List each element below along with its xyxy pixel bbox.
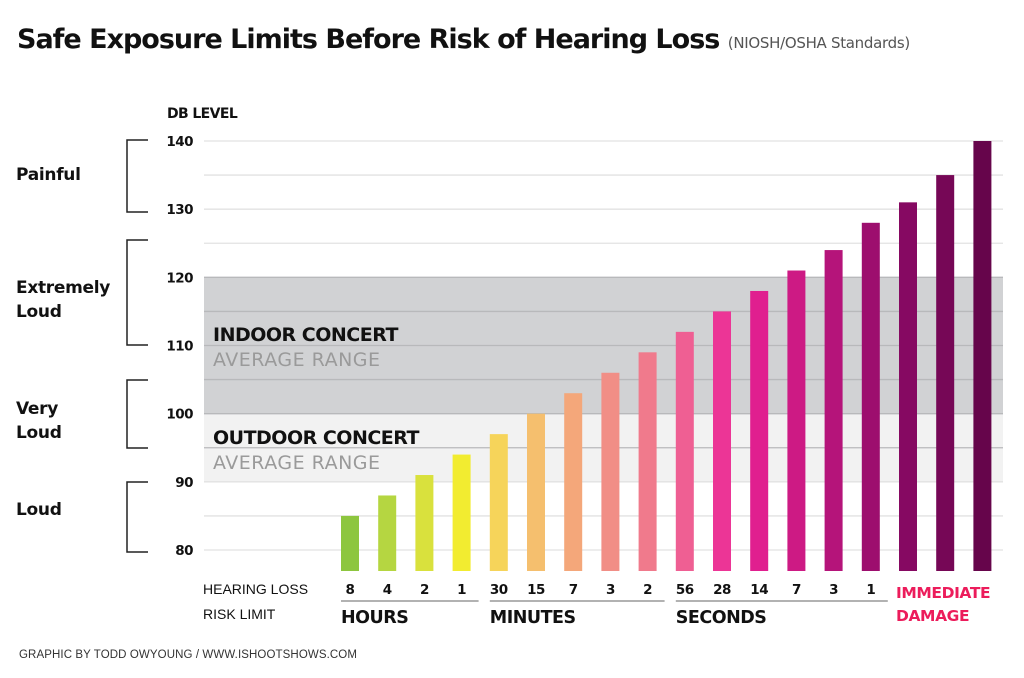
y-axis-title: DB LEVEL [167,106,238,122]
exposure-label: 7 [569,582,578,598]
loudness-label-loud: Loud [16,500,62,520]
exposure-label: 1 [457,582,466,598]
bar [936,175,955,572]
y-tick-label: 120 [166,270,193,286]
group-label-seconds: SECONDS [676,608,767,628]
exposure-label: 2 [643,582,652,598]
bracket-very-loud [126,379,148,449]
bracket-loud [126,481,148,553]
exposure-label: 56 [676,582,694,598]
loudness-label-painful: Painful [16,165,81,185]
exposure-label: 14 [750,582,768,598]
group-label-immediate-damage: IMMEDIATE [896,584,990,602]
bar [899,202,917,571]
bar [787,270,806,571]
bar [675,331,694,571]
bar [527,413,545,571]
exposure-label: 8 [346,582,355,598]
bar [341,515,359,571]
bar [861,222,880,572]
loudness-label-extremely-loud: Loud [16,302,62,322]
loudness-label-extremely-loud: Extremely [16,278,110,298]
outdoor-band-label: OUTDOOR CONCERT [213,427,420,449]
exposure-label: 7 [792,582,801,598]
bar [750,290,769,571]
exposure-label: 2 [420,582,429,598]
exposure-label: 1 [866,582,875,598]
chart-title: Safe Exposure Limits Before Risk of Hear… [17,24,720,55]
loudness-label-very-loud: Loud [16,423,62,443]
bar [824,250,843,572]
bar [973,141,992,571]
chart-title-block: Safe Exposure Limits Before Risk of Hear… [17,24,910,55]
bar [564,393,583,571]
exposure-label: 30 [490,582,508,598]
y-tick-label: 140 [166,134,193,150]
row-label-risk-limit: RISK LIMIT [203,606,276,622]
exposure-label: 28 [713,582,731,598]
group-label-immediate-damage: DAMAGE [896,607,969,625]
y-tick-label: 130 [166,202,193,218]
exposure-label: 15 [527,582,545,598]
indoor-band-label: INDOOR CONCERT [213,324,398,346]
chart-subtitle: (NIOSH/OSHA Standards) [727,34,910,52]
bar [452,454,471,571]
y-tick-label: 90 [175,475,193,491]
exposure-label: 4 [383,582,392,598]
bar [713,311,731,571]
indoor-band-sublabel: AVERAGE RANGE [213,349,381,371]
loudness-label-very-loud: Very [16,399,58,419]
group-label-hours: HOURS [341,608,408,628]
y-tick-label: 80 [175,543,193,559]
y-tick-label: 100 [166,407,193,423]
exposure-label: 3 [606,582,615,598]
row-label-hearing-loss: HEARING LOSS [203,581,308,597]
outdoor-band-sublabel: AVERAGE RANGE [213,452,381,474]
bar [489,434,508,571]
bracket-painful [126,139,148,213]
group-label-minutes: MINUTES [490,608,576,628]
exposure-label: 3 [829,582,838,598]
credit-line: GRAPHIC BY TODD OWYOUNG / WWW.ISHOOTSHOW… [19,649,358,661]
bar [378,495,397,571]
bar [415,475,434,571]
bracket-extremely-loud [126,239,148,346]
y-tick-label: 110 [166,339,193,355]
bar [638,352,657,571]
bar [601,372,620,571]
